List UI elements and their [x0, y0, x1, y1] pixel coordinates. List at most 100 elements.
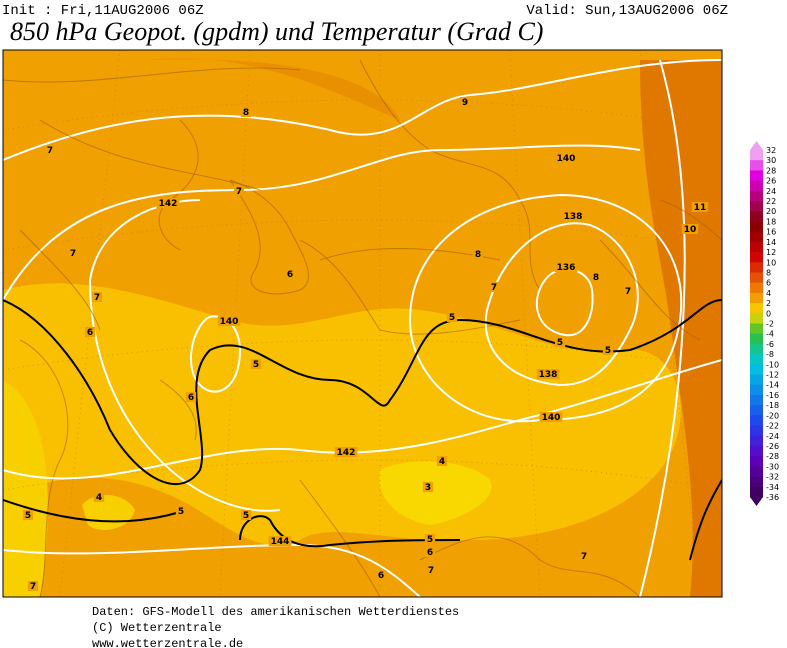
colorbar-swatch	[750, 333, 763, 345]
colorbar-swatch	[750, 292, 763, 304]
label-box	[284, 269, 296, 279]
contour-label: 6	[87, 328, 93, 338]
colorbar-swatch	[750, 466, 763, 478]
contour-label: 5	[449, 313, 455, 323]
footer-line: www.wetterzentrale.de	[92, 637, 243, 648]
contour-label: 140	[557, 154, 576, 164]
colorbar-swatch	[750, 343, 763, 355]
label-box	[578, 551, 590, 561]
colorbar-swatch	[750, 272, 763, 284]
label-box	[691, 202, 709, 212]
label-box	[334, 447, 358, 457]
colorbar-label: -32	[766, 473, 779, 482]
contour-label: 3	[425, 483, 431, 493]
colorbar-swatch	[750, 241, 763, 253]
colorbar-label: 30	[766, 156, 776, 165]
colorbar-label: 16	[766, 228, 776, 237]
colorbar-label: -6	[766, 340, 774, 349]
label-box	[446, 312, 458, 322]
colorbar-label: 14	[766, 238, 776, 247]
label-box	[681, 224, 699, 234]
valid-time: Valid: Sun,13AUG2006 06Z	[526, 3, 728, 19]
colorbar-swatch	[750, 262, 763, 273]
colorbar-swatch	[750, 445, 763, 457]
colorbar-label: 10	[766, 258, 776, 267]
contour-label: 5	[427, 535, 433, 545]
label-box	[590, 272, 602, 282]
label-box	[175, 506, 187, 516]
contour-label: 5	[178, 507, 184, 517]
label-box	[22, 510, 34, 520]
colorbar-swatch	[750, 180, 763, 192]
contour-label: 136	[557, 263, 576, 273]
contour-label: 138	[539, 370, 558, 380]
contour-label: 5	[605, 346, 611, 356]
contour-label: 5	[25, 511, 31, 521]
colorbar-label: -16	[766, 391, 779, 400]
colorbar-label: 2	[766, 299, 771, 308]
contour-label: 4	[96, 493, 102, 503]
contour-label: 138	[564, 212, 583, 222]
colorbar-swatch	[750, 190, 763, 202]
contour-label: 7	[94, 293, 100, 303]
contour-label: 7	[47, 146, 53, 156]
colorbar-label: 12	[766, 248, 776, 257]
contour-label: 5	[253, 360, 259, 370]
colorbar-swatch	[750, 303, 763, 314]
contour-label: 140	[220, 317, 239, 327]
colorbar-label: 8	[766, 268, 771, 277]
label-box	[554, 337, 566, 347]
colorbar-swatch	[750, 282, 763, 294]
graticule	[3, 50, 722, 597]
colorbar-label: -14	[766, 381, 779, 390]
temperature-contours	[3, 67, 722, 441]
contour-label: 8	[475, 250, 481, 260]
colorbar-label: -10	[766, 360, 779, 369]
contour-label: 142	[337, 448, 356, 458]
colorbar-swatch	[750, 170, 763, 182]
colorbar-swatch	[750, 150, 763, 161]
colorbar-label: 0	[766, 309, 771, 318]
colorbar-swatch	[750, 160, 763, 171]
label-box	[554, 262, 578, 272]
label-box	[536, 369, 560, 379]
label-box	[44, 145, 56, 155]
label-box	[375, 570, 387, 580]
colorbar-swatch	[750, 313, 763, 324]
label-box	[488, 282, 500, 292]
colorbar-swatch	[750, 354, 763, 365]
map-frame	[2, 49, 723, 598]
contour-label: 6	[378, 571, 384, 581]
colorbar-swatch	[750, 323, 763, 335]
contour-label: 6	[188, 393, 194, 403]
colorbar-label: -24	[766, 432, 779, 441]
contour-label: 7	[428, 566, 434, 576]
colorbar-label: -20	[766, 411, 779, 420]
colorbar-label: -12	[766, 371, 779, 380]
colorbar-swatch	[750, 252, 763, 263]
label-box	[561, 211, 585, 221]
contour-label: 8	[243, 108, 249, 118]
contour-label: 9	[462, 98, 468, 108]
label-box	[240, 510, 252, 520]
colorbar-swatch	[750, 486, 763, 498]
colorbar-label: 18	[766, 217, 776, 226]
label-box	[84, 327, 96, 337]
colorbar-label: 24	[766, 187, 776, 196]
colorbar-swatch	[750, 364, 763, 376]
contour-label: 7	[236, 187, 242, 197]
footer-line: Daten: GFS-Modell des amerikanischen Wet…	[92, 605, 459, 619]
label-box	[436, 456, 448, 466]
colorbar-label: 28	[766, 166, 776, 175]
colorbar-swatch	[750, 476, 763, 488]
contour-label: 11	[694, 203, 707, 213]
colorbar-label: -34	[766, 483, 779, 492]
yellow-area	[3, 380, 48, 597]
contour-label: 140	[542, 413, 561, 423]
colorbar-label: 26	[766, 177, 776, 186]
colorbar-swatch	[750, 211, 763, 222]
colorbar-swatch	[750, 221, 763, 233]
colorbar-label: -2	[766, 320, 774, 329]
contour-label: 6	[427, 548, 433, 558]
